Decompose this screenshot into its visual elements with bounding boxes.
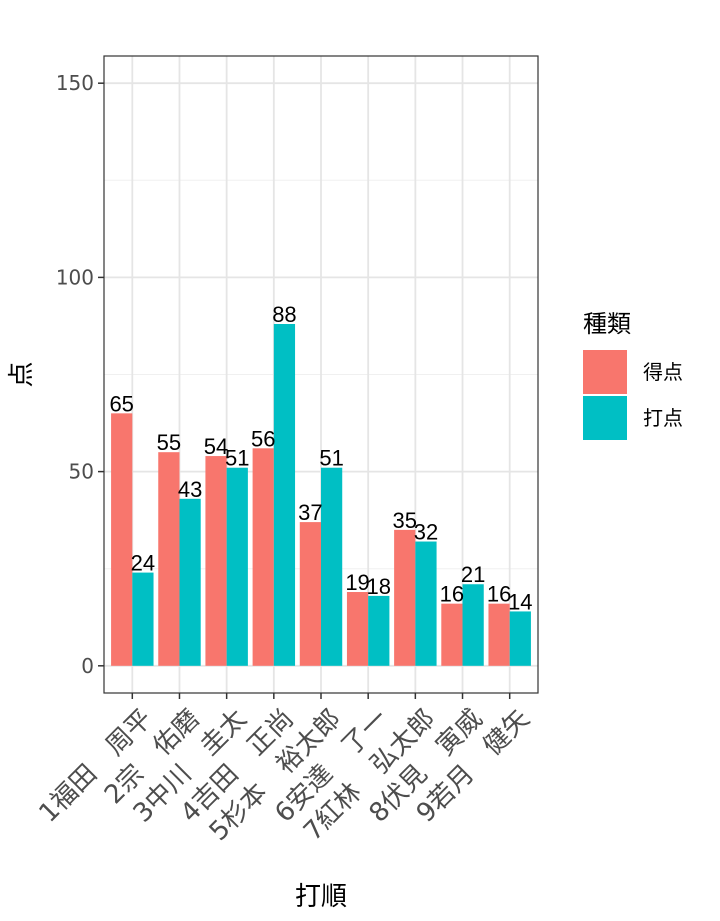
- legend-title: 種類: [583, 310, 631, 338]
- data-label-得点-1: 65: [109, 391, 133, 416]
- bar-打点-8: [462, 584, 484, 666]
- data-label-得点-5: 37: [298, 500, 322, 525]
- bar-打点-9: [509, 611, 531, 666]
- bar-打点-1: [132, 572, 154, 666]
- bar-得点-7: [394, 529, 416, 666]
- y-tick-label: 50: [69, 460, 94, 484]
- bar-得点-4: [252, 448, 274, 666]
- bar-打点-5: [321, 467, 343, 666]
- legend-key-打点: [583, 396, 627, 440]
- y-tick-label: 100: [56, 265, 94, 289]
- bar-打点-6: [368, 595, 390, 666]
- data-label-得点-7: 35: [392, 508, 416, 533]
- bar-得点-5: [299, 522, 321, 666]
- bar-打点-2: [179, 498, 201, 666]
- y-tick-label: 0: [81, 654, 94, 678]
- bars: [111, 324, 531, 666]
- data-label-打点-4: 88: [272, 302, 296, 327]
- x-axis-title: 打順: [295, 882, 347, 912]
- data-label-打点-9: 14: [508, 589, 532, 614]
- data-label-打点-6: 18: [367, 574, 391, 599]
- data-label-得点-4: 56: [251, 426, 275, 451]
- bar-打点-4: [273, 324, 296, 666]
- bar-得点-6: [346, 592, 369, 666]
- data-label-打点-2: 43: [178, 477, 202, 502]
- bar-得点-9: [488, 603, 510, 666]
- data-labels: 65 55 54 56 37 19 35 16 16 24 43 51 88 51 18 32 21 14: [109, 302, 532, 614]
- data-label-打点-1: 24: [131, 551, 155, 576]
- data-label-打点-7: 32: [414, 520, 438, 545]
- legend-key-得点: [583, 350, 627, 394]
- bar-打点-3: [226, 467, 248, 666]
- data-label-得点-6: 19: [345, 570, 369, 595]
- data-label-打点-5: 51: [319, 446, 343, 471]
- bar-得点-8: [441, 603, 463, 666]
- bar-得点-1: [111, 413, 133, 666]
- legend-label-打点: 打点: [643, 406, 683, 430]
- bar-得点-3: [205, 456, 227, 666]
- data-label-得点-8: 16: [440, 582, 464, 607]
- data-label-得点-3: 54: [204, 434, 228, 459]
- bar-得点-2: [158, 452, 180, 666]
- data-label-打点-3: 51: [225, 446, 249, 471]
- y-tick-label: 150: [56, 71, 94, 95]
- y-axis-title: 点: [7, 361, 37, 387]
- data-label-打点-8: 21: [461, 562, 485, 587]
- y-axis: 0 50 100 150: [56, 71, 104, 678]
- bar-打点-7: [415, 541, 437, 666]
- legend-label-得点: 得点: [643, 360, 683, 384]
- data-label-得点-9: 16: [487, 582, 511, 607]
- data-label-得点-2: 55: [157, 430, 181, 455]
